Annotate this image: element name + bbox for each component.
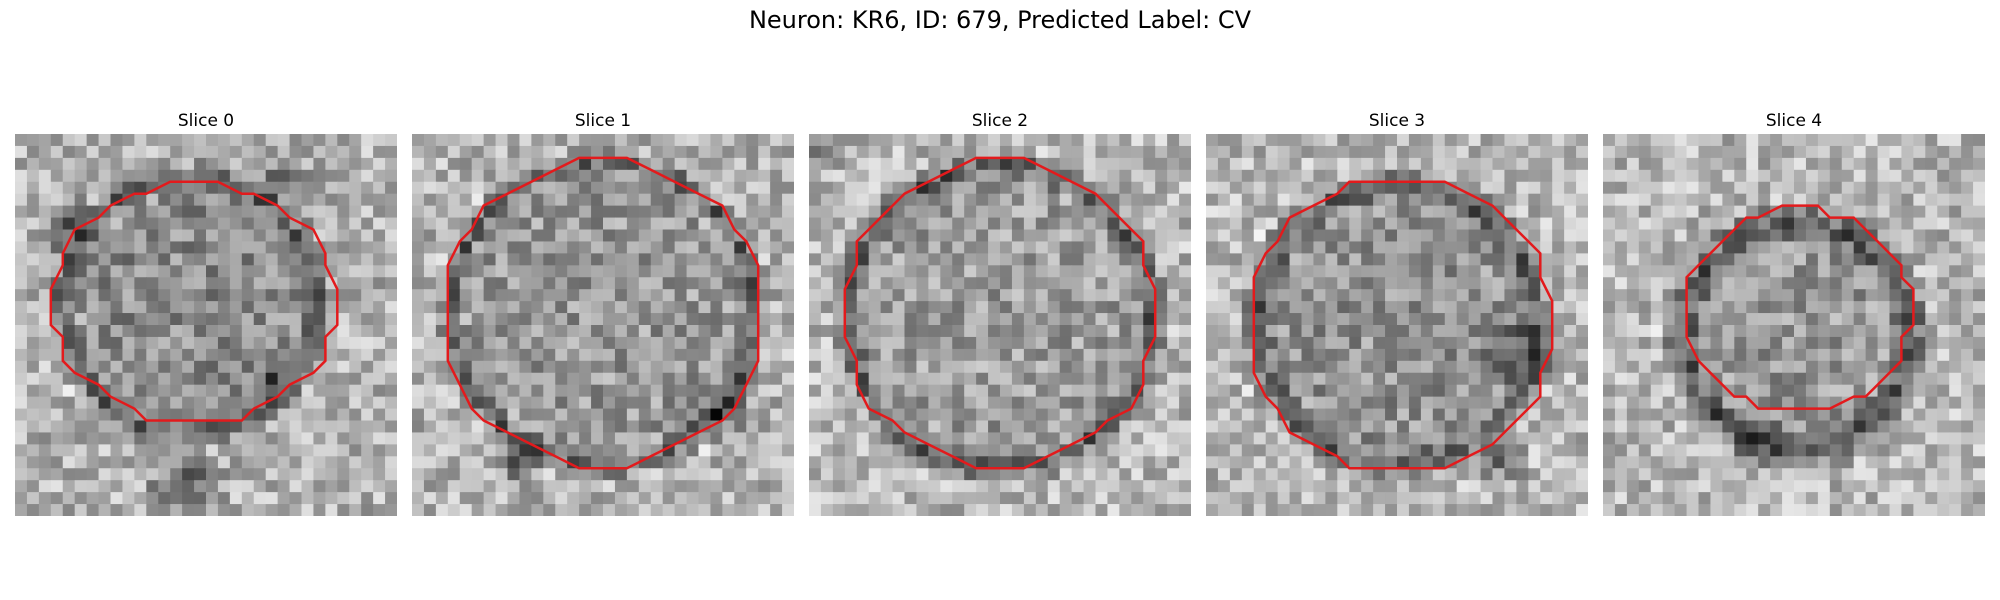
pixel-grid: [809, 134, 1191, 516]
slice-title-4: Slice 4: [1765, 111, 1823, 131]
pixel-grid: [15, 134, 397, 516]
pixel-grid: [1603, 134, 1985, 516]
slice-image-1: [412, 134, 794, 516]
slice-title-2: Slice 2: [971, 111, 1029, 131]
slice-title-0: Slice 0: [177, 111, 235, 131]
segmentation-contour: [446, 156, 760, 470]
slice-image-3: [1206, 134, 1588, 516]
slice-title-1: Slice 1: [574, 111, 632, 131]
slice-panel-1: Slice 1: [412, 108, 794, 516]
pixel-grid: [412, 134, 794, 516]
segmentation-contour: [49, 180, 339, 422]
slice-panel-4: Slice 4: [1603, 108, 1985, 516]
segmentation-contour: [843, 156, 1157, 470]
slice-image-4: [1603, 134, 1985, 516]
slice-image-0: [15, 134, 397, 516]
pixel-grid: [1206, 134, 1588, 516]
slice-panel-3: Slice 3: [1206, 108, 1588, 516]
slice-panel-0: Slice 0: [15, 108, 397, 516]
figure-title: Neuron: KR6, ID: 679, Predicted Label: C…: [748, 6, 1252, 34]
segmentation-contour: [1685, 204, 1915, 410]
slice-image-2: [809, 134, 1191, 516]
slice-panel-2: Slice 2: [809, 108, 1191, 516]
segmentation-contour: [1252, 180, 1554, 470]
slice-title-3: Slice 3: [1368, 111, 1426, 131]
